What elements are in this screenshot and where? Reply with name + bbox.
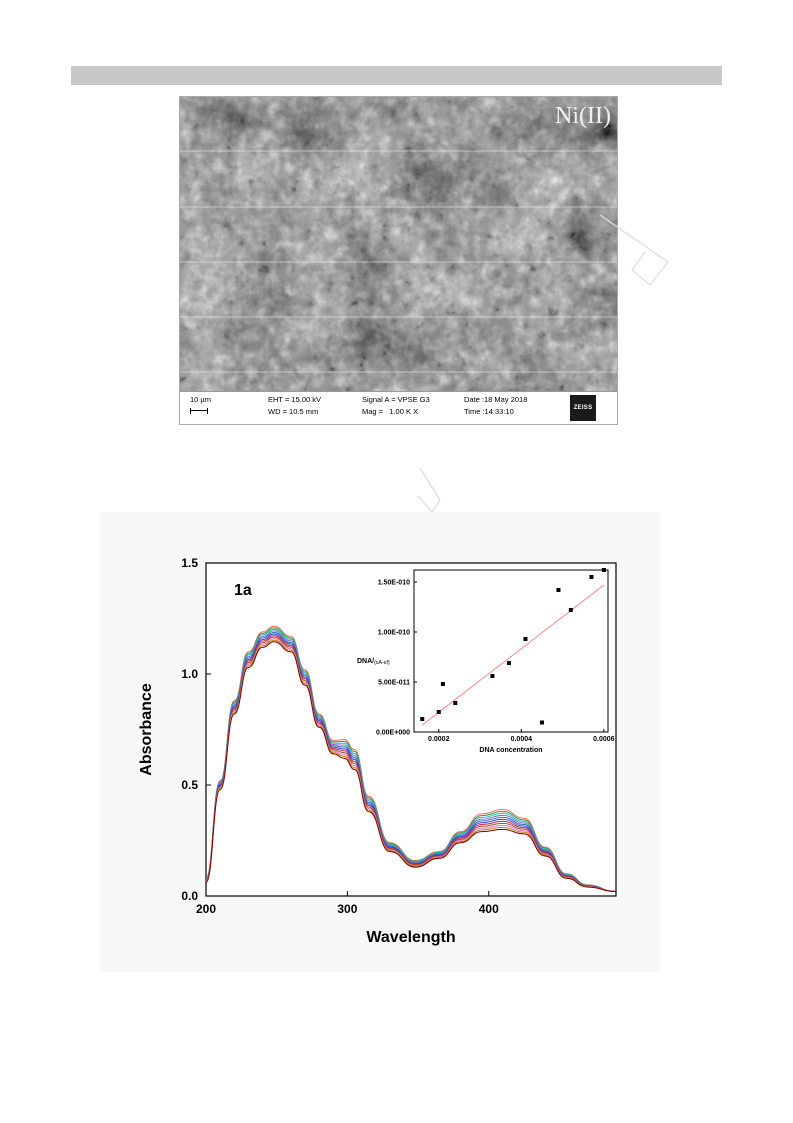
- absorption-chart-svg: 200 300 400 0.0 0.5 1.0 1.5 Wavelength Absorbanc…: [138, 556, 617, 946]
- wd-value: WD = 10.5 mm: [268, 407, 319, 416]
- spectrum-line: [205, 631, 617, 893]
- header-bar: [71, 66, 722, 85]
- inset-y-tick-label: 1.50E-010: [378, 580, 410, 587]
- spectrum-line: [205, 638, 617, 893]
- inset-y-tick-label: 1.00E-010: [378, 630, 410, 637]
- inset-data-point: [556, 588, 561, 592]
- watermark-stroke: [417, 467, 441, 513]
- inset-data-point: [523, 637, 528, 641]
- spectrum-line: [205, 628, 617, 893]
- spectrum-line: [205, 639, 617, 893]
- spectrum-line: [205, 633, 617, 893]
- eht-value: EHT = 15.00 kV: [268, 395, 322, 404]
- inset-y-axis-subscript: (εA-εf): [374, 660, 390, 666]
- time-value: Time :14:33:10: [464, 407, 514, 416]
- panel-label: 1a: [234, 582, 252, 599]
- sem-label: Ni(II): [555, 103, 611, 129]
- inset-data-point: [490, 674, 495, 678]
- inset-y-tick-label: 0.00E+000: [376, 730, 410, 737]
- inset-data-point: [568, 608, 573, 612]
- scale-bar: [190, 408, 208, 414]
- y-tick-label: 1.5: [181, 556, 198, 570]
- inset-data-point: [601, 568, 606, 572]
- signal-value: Signal A = VPSE G3: [362, 395, 430, 404]
- x-tick-label: 400: [479, 902, 499, 916]
- x-axis-title: Wavelength: [366, 929, 455, 946]
- inset-data-point: [506, 661, 511, 665]
- spectrum-line: [205, 625, 617, 893]
- inset-data-point: [589, 575, 594, 579]
- inset-x-tick-label: 0.0002: [428, 736, 450, 743]
- inset-y-tick-label: 5.00E-011: [378, 680, 410, 687]
- inset-fit-line: [422, 584, 605, 726]
- spectrum-line: [205, 630, 617, 893]
- spectrum-line: [205, 641, 617, 893]
- x-tick-label: 200: [196, 902, 216, 916]
- inset-data-point: [539, 720, 544, 725]
- scale-label: 10 µm: [190, 395, 211, 404]
- y-axis-title: Absorbance: [138, 683, 155, 776]
- mag-value: Mag = 1.00 K X: [362, 407, 419, 416]
- sem-info-bar: 10 µm EHT = 15.00 kV WD = 10.5 mm Signal…: [180, 391, 617, 424]
- sem-micrograph: Ni(II) 10 µm EHT = 15.00 kV WD = 10.5 mm…: [179, 96, 618, 425]
- y-tick-label: 1.0: [181, 667, 198, 681]
- inset-x-axis-title: DNA concentration: [479, 747, 542, 754]
- inset-data-point: [436, 710, 441, 714]
- y-tick-label: 0.0: [181, 889, 198, 903]
- inset-data-point: [453, 701, 458, 705]
- zeiss-logo: ZEISS: [570, 395, 596, 421]
- spectrum-line: [205, 635, 617, 893]
- inset-frame: [413, 569, 609, 733]
- date-value: Date :18 May 2018: [464, 395, 528, 404]
- inset-x-tick-label: 0.0004: [511, 736, 533, 743]
- spectrum-line: [205, 627, 617, 893]
- y-tick-label: 0.5: [181, 778, 198, 792]
- inset-data-point: [440, 682, 445, 686]
- absorption-chart: 200 300 400 0.0 0.5 1.0 1.5 Wavelength Absorbanc…: [100, 512, 660, 972]
- x-tick-label: 300: [337, 902, 357, 916]
- inset-x-tick-label: 0.0006: [593, 736, 615, 743]
- inset-data-point: [420, 717, 425, 721]
- inset-y-axis-title: DNA/(εA-εf): [357, 658, 390, 666]
- spectrum-line: [205, 636, 617, 893]
- sem-image: [180, 97, 617, 392]
